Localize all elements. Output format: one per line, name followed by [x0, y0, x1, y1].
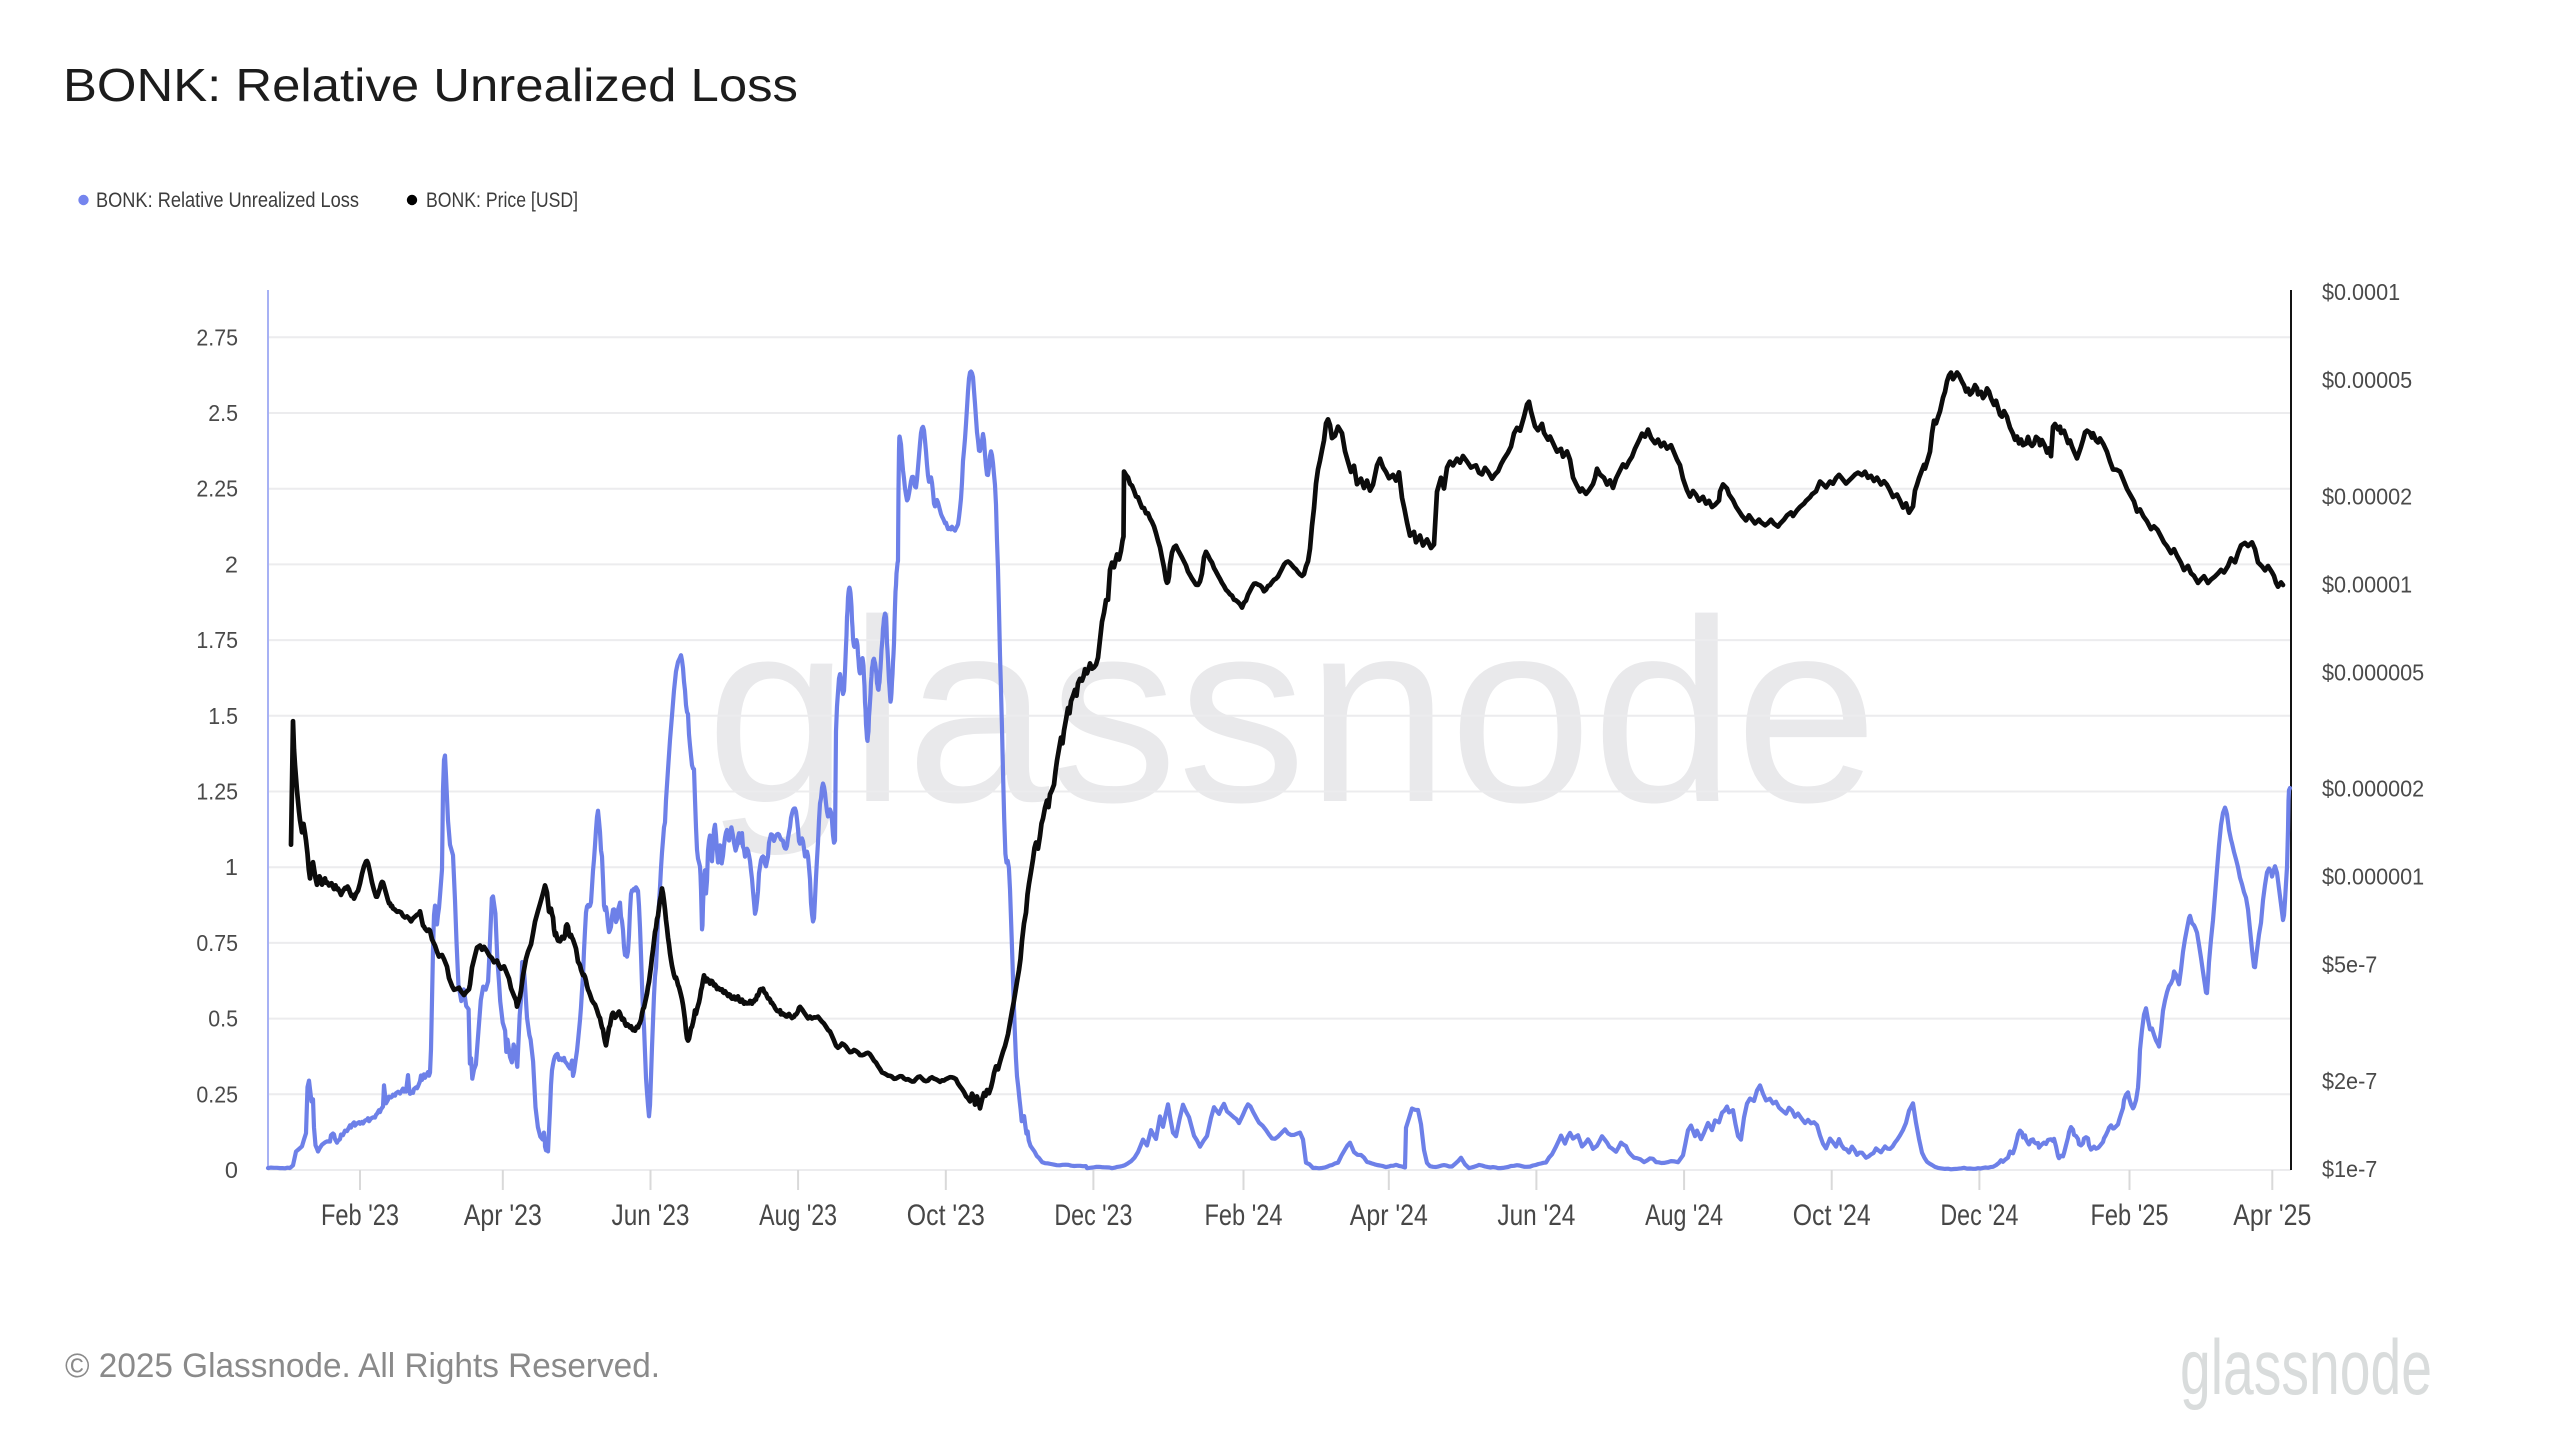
svg-text:2.5: 2.5	[208, 400, 238, 426]
svg-text:$0.00002: $0.00002	[2322, 483, 2412, 509]
svg-text:glassnode: glassnode	[2180, 1323, 2432, 1411]
svg-text:Oct '24: Oct '24	[1793, 1199, 1871, 1232]
svg-text:1: 1	[225, 854, 238, 880]
svg-text:1.75: 1.75	[196, 627, 238, 653]
svg-text:Jun '24: Jun '24	[1497, 1199, 1575, 1232]
svg-text:Feb '24: Feb '24	[1205, 1199, 1283, 1232]
svg-text:Apr '23: Apr '23	[464, 1199, 542, 1232]
svg-text:$2e-7: $2e-7	[2322, 1068, 2377, 1094]
svg-text:Feb '25: Feb '25	[2091, 1199, 2169, 1232]
svg-text:$0.0001: $0.0001	[2322, 279, 2400, 305]
svg-text:Apr '25: Apr '25	[2233, 1199, 2311, 1232]
svg-text:$0.000005: $0.000005	[2322, 659, 2424, 685]
svg-text:$0.000001: $0.000001	[2322, 864, 2424, 890]
svg-text:0.5: 0.5	[208, 1006, 238, 1032]
svg-text:Dec '23: Dec '23	[1054, 1199, 1132, 1232]
svg-text:© 2025 Glassnode. All Rights R: © 2025 Glassnode. All Rights Reserved.	[65, 1347, 660, 1385]
svg-text:$0.00001: $0.00001	[2322, 571, 2412, 597]
svg-text:$5e-7: $5e-7	[2322, 952, 2377, 978]
svg-text:glassnode: glassnode	[706, 567, 1878, 858]
svg-text:Feb '23: Feb '23	[321, 1199, 399, 1232]
svg-text:0.25: 0.25	[196, 1081, 238, 1107]
svg-text:Apr '24: Apr '24	[1350, 1199, 1428, 1232]
svg-text:1.25: 1.25	[196, 779, 238, 805]
svg-text:0.75: 0.75	[196, 930, 238, 956]
svg-text:0: 0	[225, 1157, 238, 1183]
svg-text:$0.000002: $0.000002	[2322, 776, 2424, 802]
svg-text:1.5: 1.5	[208, 703, 238, 729]
svg-text:2.25: 2.25	[196, 476, 238, 502]
svg-text:Dec '24: Dec '24	[1940, 1199, 2018, 1232]
svg-text:Aug '23: Aug '23	[759, 1199, 837, 1232]
svg-text:2: 2	[225, 551, 238, 577]
svg-text:Oct '23: Oct '23	[907, 1199, 985, 1232]
svg-text:Jun '23: Jun '23	[612, 1199, 690, 1232]
svg-text:2.75: 2.75	[196, 324, 238, 350]
svg-text:Aug '24: Aug '24	[1645, 1199, 1723, 1232]
svg-text:BONK: Relative Unrealized Loss: BONK: Relative Unrealized Loss	[63, 59, 798, 111]
svg-text:$0.00005: $0.00005	[2322, 367, 2412, 393]
svg-text:BONK: Relative Unrealized Loss: BONK: Relative Unrealized Loss	[96, 188, 359, 212]
svg-text:BONK: Price [USD]: BONK: Price [USD]	[426, 188, 578, 212]
svg-text:$1e-7: $1e-7	[2322, 1156, 2377, 1182]
